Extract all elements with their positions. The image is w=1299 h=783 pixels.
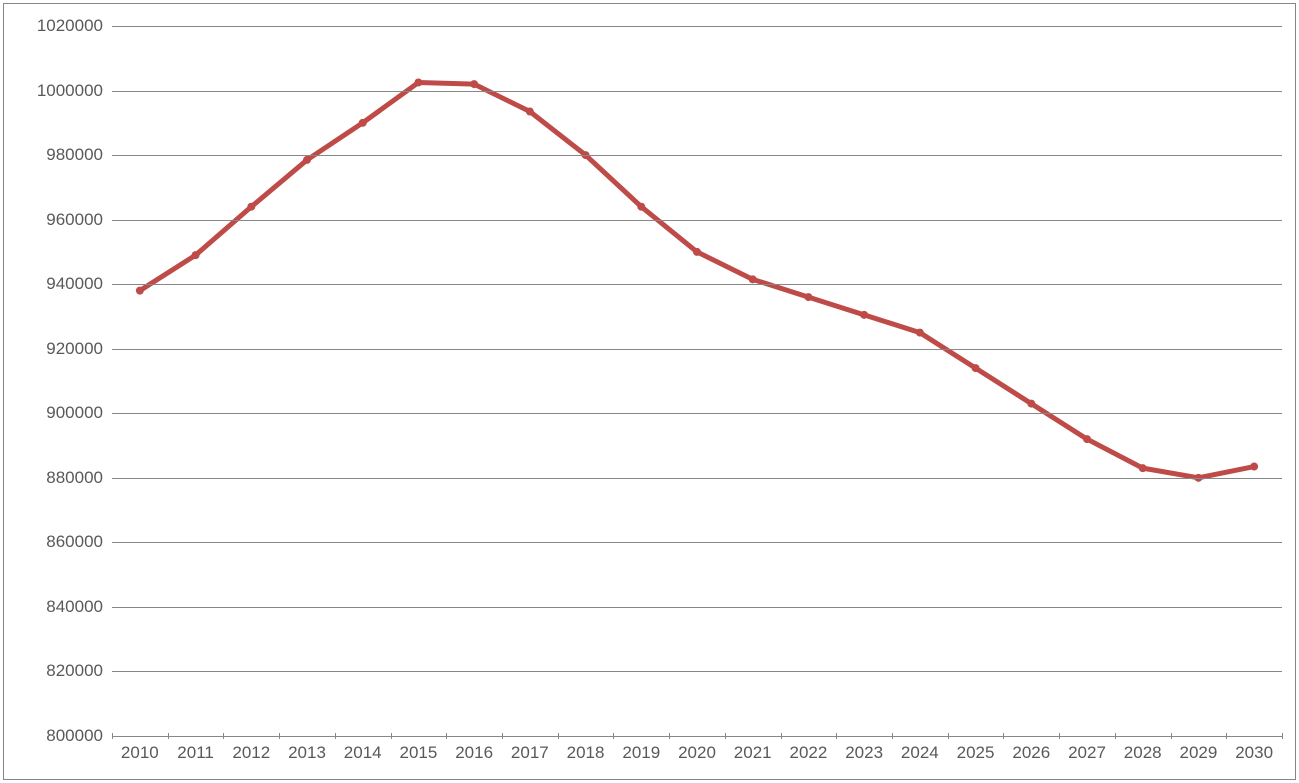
x-tick <box>335 733 336 739</box>
x-tick <box>223 733 224 739</box>
x-tick <box>725 733 726 739</box>
grid-line <box>112 671 1282 672</box>
x-axis-label: 2020 <box>678 743 716 763</box>
x-tick <box>781 733 782 739</box>
y-axis-label: 940000 <box>13 274 103 294</box>
data-point <box>916 329 924 337</box>
x-tick <box>1003 733 1004 739</box>
y-axis-label: 860000 <box>13 532 103 552</box>
grid-line <box>112 220 1282 221</box>
y-axis-label: 1020000 <box>13 16 103 36</box>
grid-line <box>112 91 1282 92</box>
y-axis-label: 880000 <box>13 468 103 488</box>
chart-container: 800000 820000 840000 860000 880000 900000 9200… <box>3 3 1296 780</box>
grid-line <box>112 26 1282 27</box>
data-point <box>1083 435 1091 443</box>
data-point <box>972 364 980 372</box>
y-axis-label: 920000 <box>13 339 103 359</box>
x-axis-label: 2017 <box>511 743 549 763</box>
x-tick <box>168 733 169 739</box>
x-axis-label: 2022 <box>790 743 828 763</box>
x-tick <box>446 733 447 739</box>
data-point <box>303 156 311 164</box>
x-axis-label: 2010 <box>121 743 159 763</box>
data-point <box>470 80 478 88</box>
data-point <box>749 275 757 283</box>
x-tick <box>1059 733 1060 739</box>
x-axis-label: 2011 <box>177 743 214 763</box>
data-point <box>1027 400 1035 408</box>
x-axis-label: 2028 <box>1124 743 1162 763</box>
data-point <box>693 248 701 256</box>
x-axis-label: 2026 <box>1012 743 1050 763</box>
y-axis-label: 1000000 <box>13 81 103 101</box>
x-axis-label: 2014 <box>344 743 382 763</box>
data-point <box>247 203 255 211</box>
data-point <box>1250 463 1258 471</box>
data-point <box>526 108 534 116</box>
x-tick <box>112 733 113 739</box>
x-tick <box>1226 733 1227 739</box>
data-point <box>359 119 367 127</box>
x-tick <box>836 733 837 739</box>
x-axis-label: 2012 <box>232 743 270 763</box>
x-axis-label: 2027 <box>1068 743 1106 763</box>
y-axis-label: 840000 <box>13 597 103 617</box>
data-point <box>637 203 645 211</box>
data-point <box>414 78 422 86</box>
x-tick <box>892 733 893 739</box>
grid-line <box>112 478 1282 479</box>
data-point <box>804 293 812 301</box>
x-axis-label: 2013 <box>288 743 326 763</box>
data-point <box>860 311 868 319</box>
y-axis-label: 960000 <box>13 210 103 230</box>
x-tick <box>1171 733 1172 739</box>
x-tick <box>613 733 614 739</box>
x-axis-label: 2025 <box>957 743 995 763</box>
data-point <box>1139 464 1147 472</box>
grid-line <box>112 284 1282 285</box>
y-axis-label: 820000 <box>13 661 103 681</box>
x-tick <box>1115 733 1116 739</box>
x-tick <box>558 733 559 739</box>
x-tick <box>391 733 392 739</box>
grid-line <box>112 542 1282 543</box>
x-axis-label: 2029 <box>1180 743 1218 763</box>
x-axis-label: 2015 <box>400 743 438 763</box>
y-axis-label: 980000 <box>13 145 103 165</box>
x-tick <box>279 733 280 739</box>
grid-line <box>112 155 1282 156</box>
x-tick <box>1282 733 1283 739</box>
x-axis-label: 2023 <box>845 743 883 763</box>
x-axis-label: 2021 <box>734 743 772 763</box>
grid-line <box>112 736 1282 737</box>
x-axis-label: 2018 <box>567 743 605 763</box>
y-axis-label: 900000 <box>13 403 103 423</box>
grid-line <box>112 349 1282 350</box>
line-chart-svg <box>112 26 1282 736</box>
series-line <box>140 82 1254 477</box>
x-tick <box>669 733 670 739</box>
x-tick <box>948 733 949 739</box>
y-axis-label: 800000 <box>13 726 103 746</box>
x-axis-label: 2024 <box>901 743 939 763</box>
grid-line <box>112 413 1282 414</box>
data-point <box>136 287 144 295</box>
plot-area <box>112 26 1282 736</box>
grid-line <box>112 607 1282 608</box>
x-tick <box>502 733 503 739</box>
x-axis-label: 2016 <box>455 743 493 763</box>
data-point <box>192 251 200 259</box>
x-axis-label: 2030 <box>1235 743 1273 763</box>
x-axis-label: 2019 <box>622 743 660 763</box>
